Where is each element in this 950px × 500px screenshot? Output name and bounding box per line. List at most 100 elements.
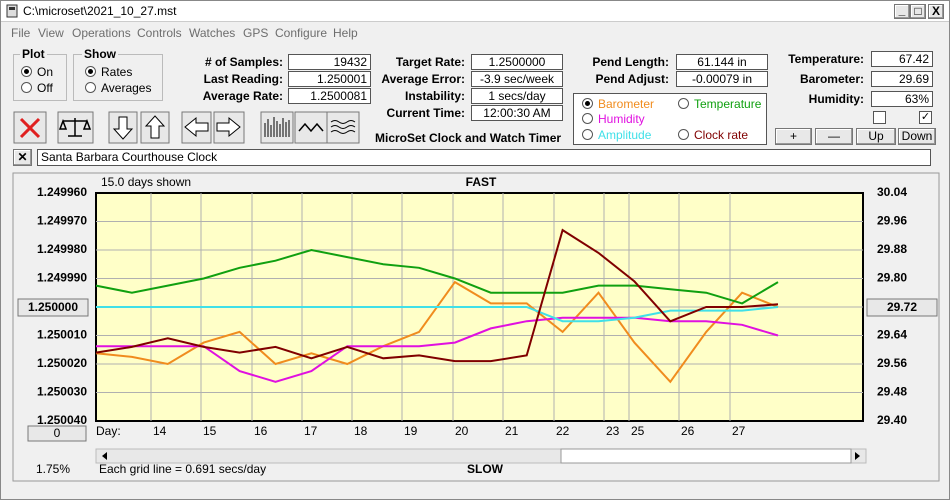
field-value: 67.42 [871,51,933,67]
field-label: Humidity: [808,92,864,106]
button[interactable]: Down [898,128,936,145]
option-label: Off [37,81,53,95]
radio-option[interactable]: Averages [85,81,151,95]
radio-option[interactable]: Clock rate [678,128,748,142]
option-label: On [37,65,54,79]
tick-label: 29.48 [877,385,907,399]
button[interactable]: — [815,128,853,145]
field-value: 1 secs/day [471,88,563,104]
field-value: 12:00:30 AM [471,105,563,121]
field-value: 1.250001 [288,71,371,87]
trace-label: Barometer [598,97,655,111]
menu-item[interactable]: Configure [275,26,328,40]
menu-item[interactable]: Watches [189,26,236,40]
up-button[interactable] [140,111,170,144]
toolbar [13,111,360,144]
checkbox[interactable]: ✓ [919,111,932,124]
x-tick-label: 20 [455,424,469,438]
x-tick-label: 23 [606,424,620,438]
series-line [95,228,779,363]
radio-option[interactable]: Humidity [582,112,645,126]
footnote: Each grid line = 0.691 secs/day [99,462,266,476]
x-tick-label: 22 [556,424,570,438]
axis-center-button[interactable] [866,298,938,317]
x-tick-label: 25 [631,424,645,438]
offset-button-label: 0 [54,426,61,440]
menu-item[interactable]: Help [333,26,358,40]
menu-item[interactable]: GPS [243,26,269,40]
menu-item[interactable]: Operations [72,26,131,40]
x-tick-label: 26 [681,424,695,438]
field-label: Pend Length: [592,55,669,69]
chart-panel [12,172,940,482]
field-value: 19432 [288,54,371,70]
tick-label: 1.249980 [37,242,87,256]
field-value: 29.69 [871,71,933,87]
radio-option[interactable]: Amplitude [582,128,651,142]
menu-item[interactable]: Controls [137,26,182,40]
button[interactable]: Up [856,128,896,145]
clock-name[interactable]: Santa Barbara Courthouse Clock [37,149,931,166]
field-label: Average Rate: [202,89,283,103]
button[interactable]: + [775,128,812,145]
field-label: Current Time: [386,106,465,120]
x-tick-label: 15 [203,424,217,438]
window-title: C:\microset\2021_10_27.mst [23,4,177,18]
x-tick-label: 19 [404,424,418,438]
left-button[interactable] [181,111,212,144]
tick-label: 29.96 [877,214,907,228]
tick-label: 1.249990 [37,271,87,285]
tick-label: 1.250030 [37,385,87,399]
minimize-button[interactable]: _ [894,4,910,19]
menu-item[interactable]: File [11,26,31,40]
tick-label: 1.250010 [37,328,87,342]
field-label: Average Error: [381,72,465,86]
bottom-label: SLOW [467,462,504,476]
radio-option[interactable]: Rates [85,65,132,79]
field-value: 61.144 in [676,54,768,70]
scroll-thumb[interactable] [560,448,852,464]
trace-label: Temperature [694,97,762,111]
radio-option[interactable]: On [21,65,53,79]
app-icon [6,4,18,18]
field-value: -0.00079 in [676,71,768,87]
offset-button[interactable] [27,425,87,442]
field-label: Barometer: [799,72,864,86]
field-label: Pend Adjust: [595,72,669,86]
tick-label: 30.04 [877,185,907,199]
field-label: Temperature: [788,52,864,66]
lines-view-button[interactable] [326,111,360,144]
trace-label: Humidity [598,112,645,126]
title-bar: C:\microset\2021_10_27.mst _ □ X [1,1,949,22]
tick-label: 29.72 [887,300,917,314]
bars-view-button[interactable] [260,111,294,144]
checkbox[interactable] [873,111,886,124]
x-tick-label: 27 [732,424,746,438]
down-button[interactable] [108,111,138,144]
maximize-button[interactable]: □ [910,4,926,19]
stop-button[interactable] [13,111,47,144]
field-value: 63% [871,91,933,107]
balance-button[interactable] [57,111,94,144]
x-tick-label: 21 [505,424,519,438]
trace-label: Amplitude [598,128,652,142]
tick-label: 1.250020 [37,356,87,370]
right-button[interactable] [213,111,245,144]
group-label: Show [82,47,118,61]
radio-option[interactable]: Off [21,81,53,95]
axis-center-button[interactable] [17,298,89,317]
tick-label: 1.249960 [37,185,87,199]
x-tick-label: 16 [254,424,268,438]
radio-option[interactable]: Barometer [582,97,654,111]
series-line [96,306,779,323]
close-button[interactable]: X [928,4,944,19]
radio-option[interactable]: Temperature [678,97,761,111]
x-label: Day: [96,424,121,438]
clear-button[interactable]: ✕ [13,149,32,166]
trace-selector: Barometer Temperature Humidity Amplitude… [573,93,767,145]
top-label: FAST [466,175,497,189]
x-tick-label: 18 [354,424,368,438]
menu-item[interactable]: View [38,26,64,40]
days-shown: 15.0 days shown [101,175,191,189]
